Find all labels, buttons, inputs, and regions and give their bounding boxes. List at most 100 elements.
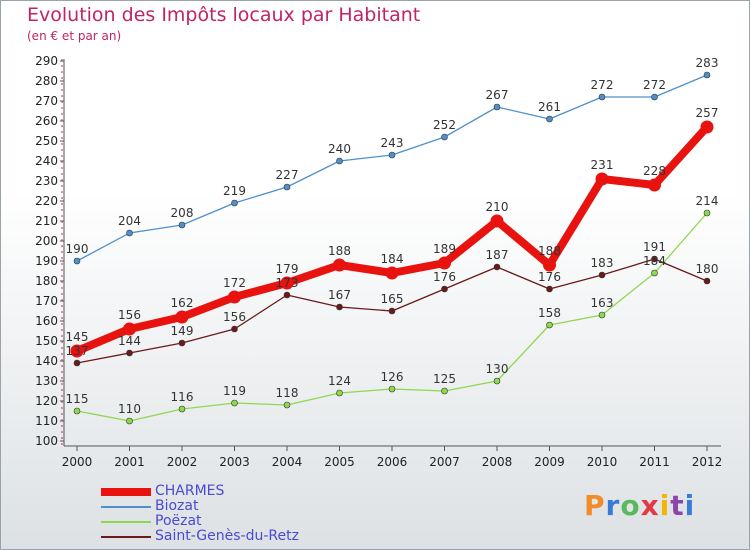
data-label-saint-genes-du-retz: 156 <box>223 310 246 324</box>
data-point-charmes <box>385 266 399 280</box>
data-point-biozat <box>231 199 238 207</box>
y-tick-label: 180 <box>35 274 58 288</box>
y-tick-label: 120 <box>35 394 58 408</box>
logo-letter: r <box>605 489 621 522</box>
y-tick-label: 150 <box>35 334 58 348</box>
data-point-biozat <box>493 103 501 111</box>
data-point-poezat <box>231 399 238 407</box>
logo-letter: o <box>620 489 641 522</box>
data-label-charmes: 162 <box>171 296 194 310</box>
x-tick-label: 2008 <box>482 455 513 469</box>
x-tick-label: 2003 <box>219 455 250 469</box>
legend-swatch <box>101 521 151 523</box>
data-label-charmes: 188 <box>538 244 561 258</box>
proxiti-logo: Proxiti <box>584 489 695 522</box>
data-label-saint-genes-du-retz: 165 <box>381 292 404 306</box>
data-point-poezat <box>598 311 606 319</box>
x-tick-label: 2001 <box>114 455 145 469</box>
legend-label: Saint-Genès-du-Retz <box>155 528 299 544</box>
data-label-charmes: 179 <box>276 262 299 276</box>
data-point-charmes <box>280 276 294 290</box>
data-label-biozat: 272 <box>643 78 666 92</box>
data-point-saint-genes-du-retz <box>703 277 711 285</box>
legend-label: Biozat <box>155 498 199 514</box>
data-point-charmes <box>490 214 504 228</box>
data-label-poezat: 110 <box>118 402 141 416</box>
x-tick-label: 2004 <box>272 455 303 469</box>
data-point-biozat <box>546 115 553 123</box>
data-point-biozat <box>283 183 291 191</box>
logo-letter: P <box>584 489 606 522</box>
data-label-charmes: 188 <box>328 244 351 258</box>
data-label-poezat: 126 <box>381 370 404 384</box>
y-tick-label: 230 <box>35 174 58 188</box>
data-label-saint-genes-du-retz: 149 <box>171 324 194 338</box>
data-label-poezat: 130 <box>486 362 509 376</box>
data-point-poezat <box>441 387 448 395</box>
data-point-biozat <box>336 157 343 165</box>
data-point-saint-genes-du-retz <box>546 285 553 293</box>
data-point-saint-genes-du-retz <box>651 255 658 263</box>
data-label-saint-genes-du-retz: 187 <box>486 248 509 262</box>
data-label-poezat: 119 <box>223 384 246 398</box>
data-point-biozat <box>388 151 396 159</box>
data-point-charmes <box>175 310 189 324</box>
data-label-biozat: 267 <box>486 88 509 102</box>
data-point-charmes <box>648 178 661 192</box>
y-tick-label: 270 <box>35 94 58 108</box>
y-tick-label: 190 <box>35 254 58 268</box>
data-point-saint-genes-du-retz <box>73 359 81 367</box>
data-label-biozat: 204 <box>118 214 141 228</box>
data-label-poezat: 163 <box>591 296 614 310</box>
data-point-saint-genes-du-retz <box>283 291 291 299</box>
y-tick-label: 250 <box>35 134 58 148</box>
data-label-saint-genes-du-retz: 183 <box>591 256 614 270</box>
data-label-poezat: 124 <box>328 374 351 388</box>
data-label-charmes: 210 <box>486 200 509 214</box>
data-point-biozat <box>651 93 658 101</box>
data-point-biozat <box>703 71 711 79</box>
data-point-poezat <box>388 385 396 393</box>
data-label-saint-genes-du-retz: 176 <box>433 270 456 284</box>
data-point-biozat <box>73 257 81 265</box>
data-label-biozat: 240 <box>328 142 351 156</box>
data-point-poezat <box>126 417 133 425</box>
data-label-poezat: 118 <box>276 386 299 400</box>
data-label-poezat: 158 <box>538 306 561 320</box>
y-tick-label: 200 <box>35 234 58 248</box>
data-point-saint-genes-du-retz <box>231 325 238 333</box>
data-label-poezat: 214 <box>696 194 719 208</box>
logo-letter: i <box>684 489 696 522</box>
data-point-charmes <box>123 322 136 336</box>
y-tick-label: 140 <box>35 354 58 368</box>
data-point-charmes <box>543 258 556 272</box>
data-point-biozat <box>441 133 448 141</box>
legend-label: CHARMES <box>155 483 225 499</box>
y-tick-label: 290 <box>35 54 58 68</box>
data-point-charmes <box>700 120 714 134</box>
data-point-biozat <box>126 229 133 237</box>
data-label-biozat: 261 <box>538 100 561 114</box>
data-point-biozat <box>178 221 186 229</box>
data-label-charmes: 231 <box>591 158 614 172</box>
data-label-poezat: 116 <box>171 390 194 404</box>
data-point-poezat <box>178 405 186 413</box>
data-point-poezat <box>703 209 711 217</box>
data-point-biozat <box>598 93 606 101</box>
data-point-saint-genes-du-retz <box>126 349 133 357</box>
data-point-charmes <box>333 258 346 272</box>
data-point-poezat <box>283 401 291 409</box>
data-point-saint-genes-du-retz <box>336 303 343 311</box>
data-label-saint-genes-du-retz: 137 <box>66 344 89 358</box>
x-tick-label: 2007 <box>429 455 460 469</box>
logo-letter: t <box>670 489 685 522</box>
y-tick-label: 210 <box>35 214 58 228</box>
logo-letter: x <box>640 489 660 522</box>
data-label-biozat: 208 <box>171 206 194 220</box>
data-label-poezat: 115 <box>66 392 89 406</box>
data-point-poezat <box>493 377 501 385</box>
data-point-poezat <box>336 389 343 397</box>
x-tick-label: 2006 <box>377 455 408 469</box>
legend-swatch <box>101 506 151 508</box>
